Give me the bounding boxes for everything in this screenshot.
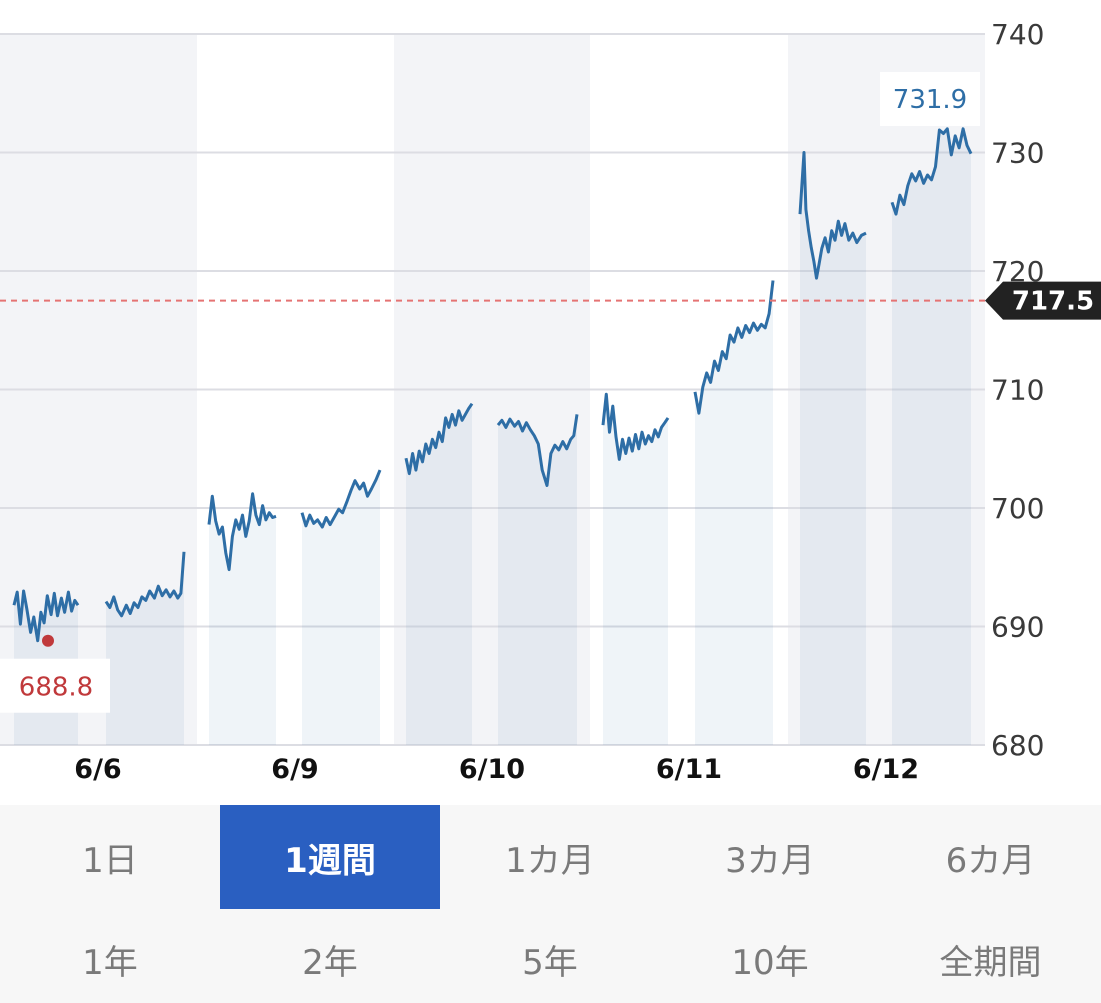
high-label: 731.9: [893, 85, 967, 115]
price-line-session-9: [798, 151, 867, 280]
x-tick-label: 6/10: [459, 754, 525, 785]
tab-10-years[interactable]: 10年: [731, 942, 809, 983]
price-line-session-8: [693, 280, 775, 415]
tab-1-year[interactable]: 1年: [82, 942, 138, 983]
tab-all-period[interactable]: 全期間: [939, 942, 1042, 983]
low-label-bg: [0, 658, 110, 713]
high-label-bg: [880, 71, 980, 126]
y-tick-label: 680: [991, 729, 1044, 762]
price-line-session-4: [300, 469, 382, 529]
y-tick-label: 730: [991, 137, 1044, 170]
price-line-session-2: [104, 551, 186, 618]
y-tick-label: 690: [991, 611, 1044, 644]
price-line-session-6: [496, 414, 579, 487]
range-tabs: 1日 1週間 1カ月 3カ月 6カ月 1年 2年 5年 10年 全期間: [0, 805, 1101, 1003]
session-area-5: [406, 403, 472, 745]
price-line-session-10: [890, 127, 973, 216]
low-label: 688.8: [19, 673, 93, 703]
price-line-session-1: [12, 589, 80, 643]
tab-1-week[interactable]: 1週間: [220, 805, 440, 909]
tab-5-years[interactable]: 5年: [522, 942, 578, 983]
session-area-7: [603, 394, 668, 745]
reference-label: 717.5: [1012, 287, 1094, 317]
y-tick-label: 700: [991, 492, 1044, 525]
tab-1-day[interactable]: 1日: [82, 840, 138, 881]
x-tick-label: 6/9: [271, 754, 318, 785]
y-tick-label: 710: [991, 374, 1044, 407]
session-area-2: [106, 551, 184, 745]
session-area-10: [892, 128, 971, 746]
x-tick-label: 6/12: [853, 754, 919, 785]
price-line-session-3: [207, 492, 277, 572]
price-line-session-5: [404, 402, 474, 476]
price-line-session-7: [601, 392, 670, 461]
tab-1-month[interactable]: 1カ月: [505, 840, 595, 881]
range-tabs-row-1: 1日 1週間 1カ月 3カ月 6カ月: [0, 805, 1101, 909]
tab-3-months[interactable]: 3カ月: [725, 840, 815, 881]
low-marker: [42, 634, 54, 647]
tab-6-months[interactable]: 6カ月: [945, 840, 1036, 881]
session-area-4: [302, 470, 380, 745]
x-tick-label: 6/11: [656, 754, 722, 785]
range-tabs-row-2: 1年 2年 5年 10年 全期間: [0, 915, 1101, 1003]
y-tick-label: 740: [991, 18, 1044, 51]
x-tick-label: 6/6: [74, 754, 121, 785]
session-area-6: [498, 414, 577, 745]
reference-badge: [985, 281, 1101, 320]
session-area-8: [695, 280, 773, 745]
tab-2-years[interactable]: 2年: [302, 942, 358, 983]
